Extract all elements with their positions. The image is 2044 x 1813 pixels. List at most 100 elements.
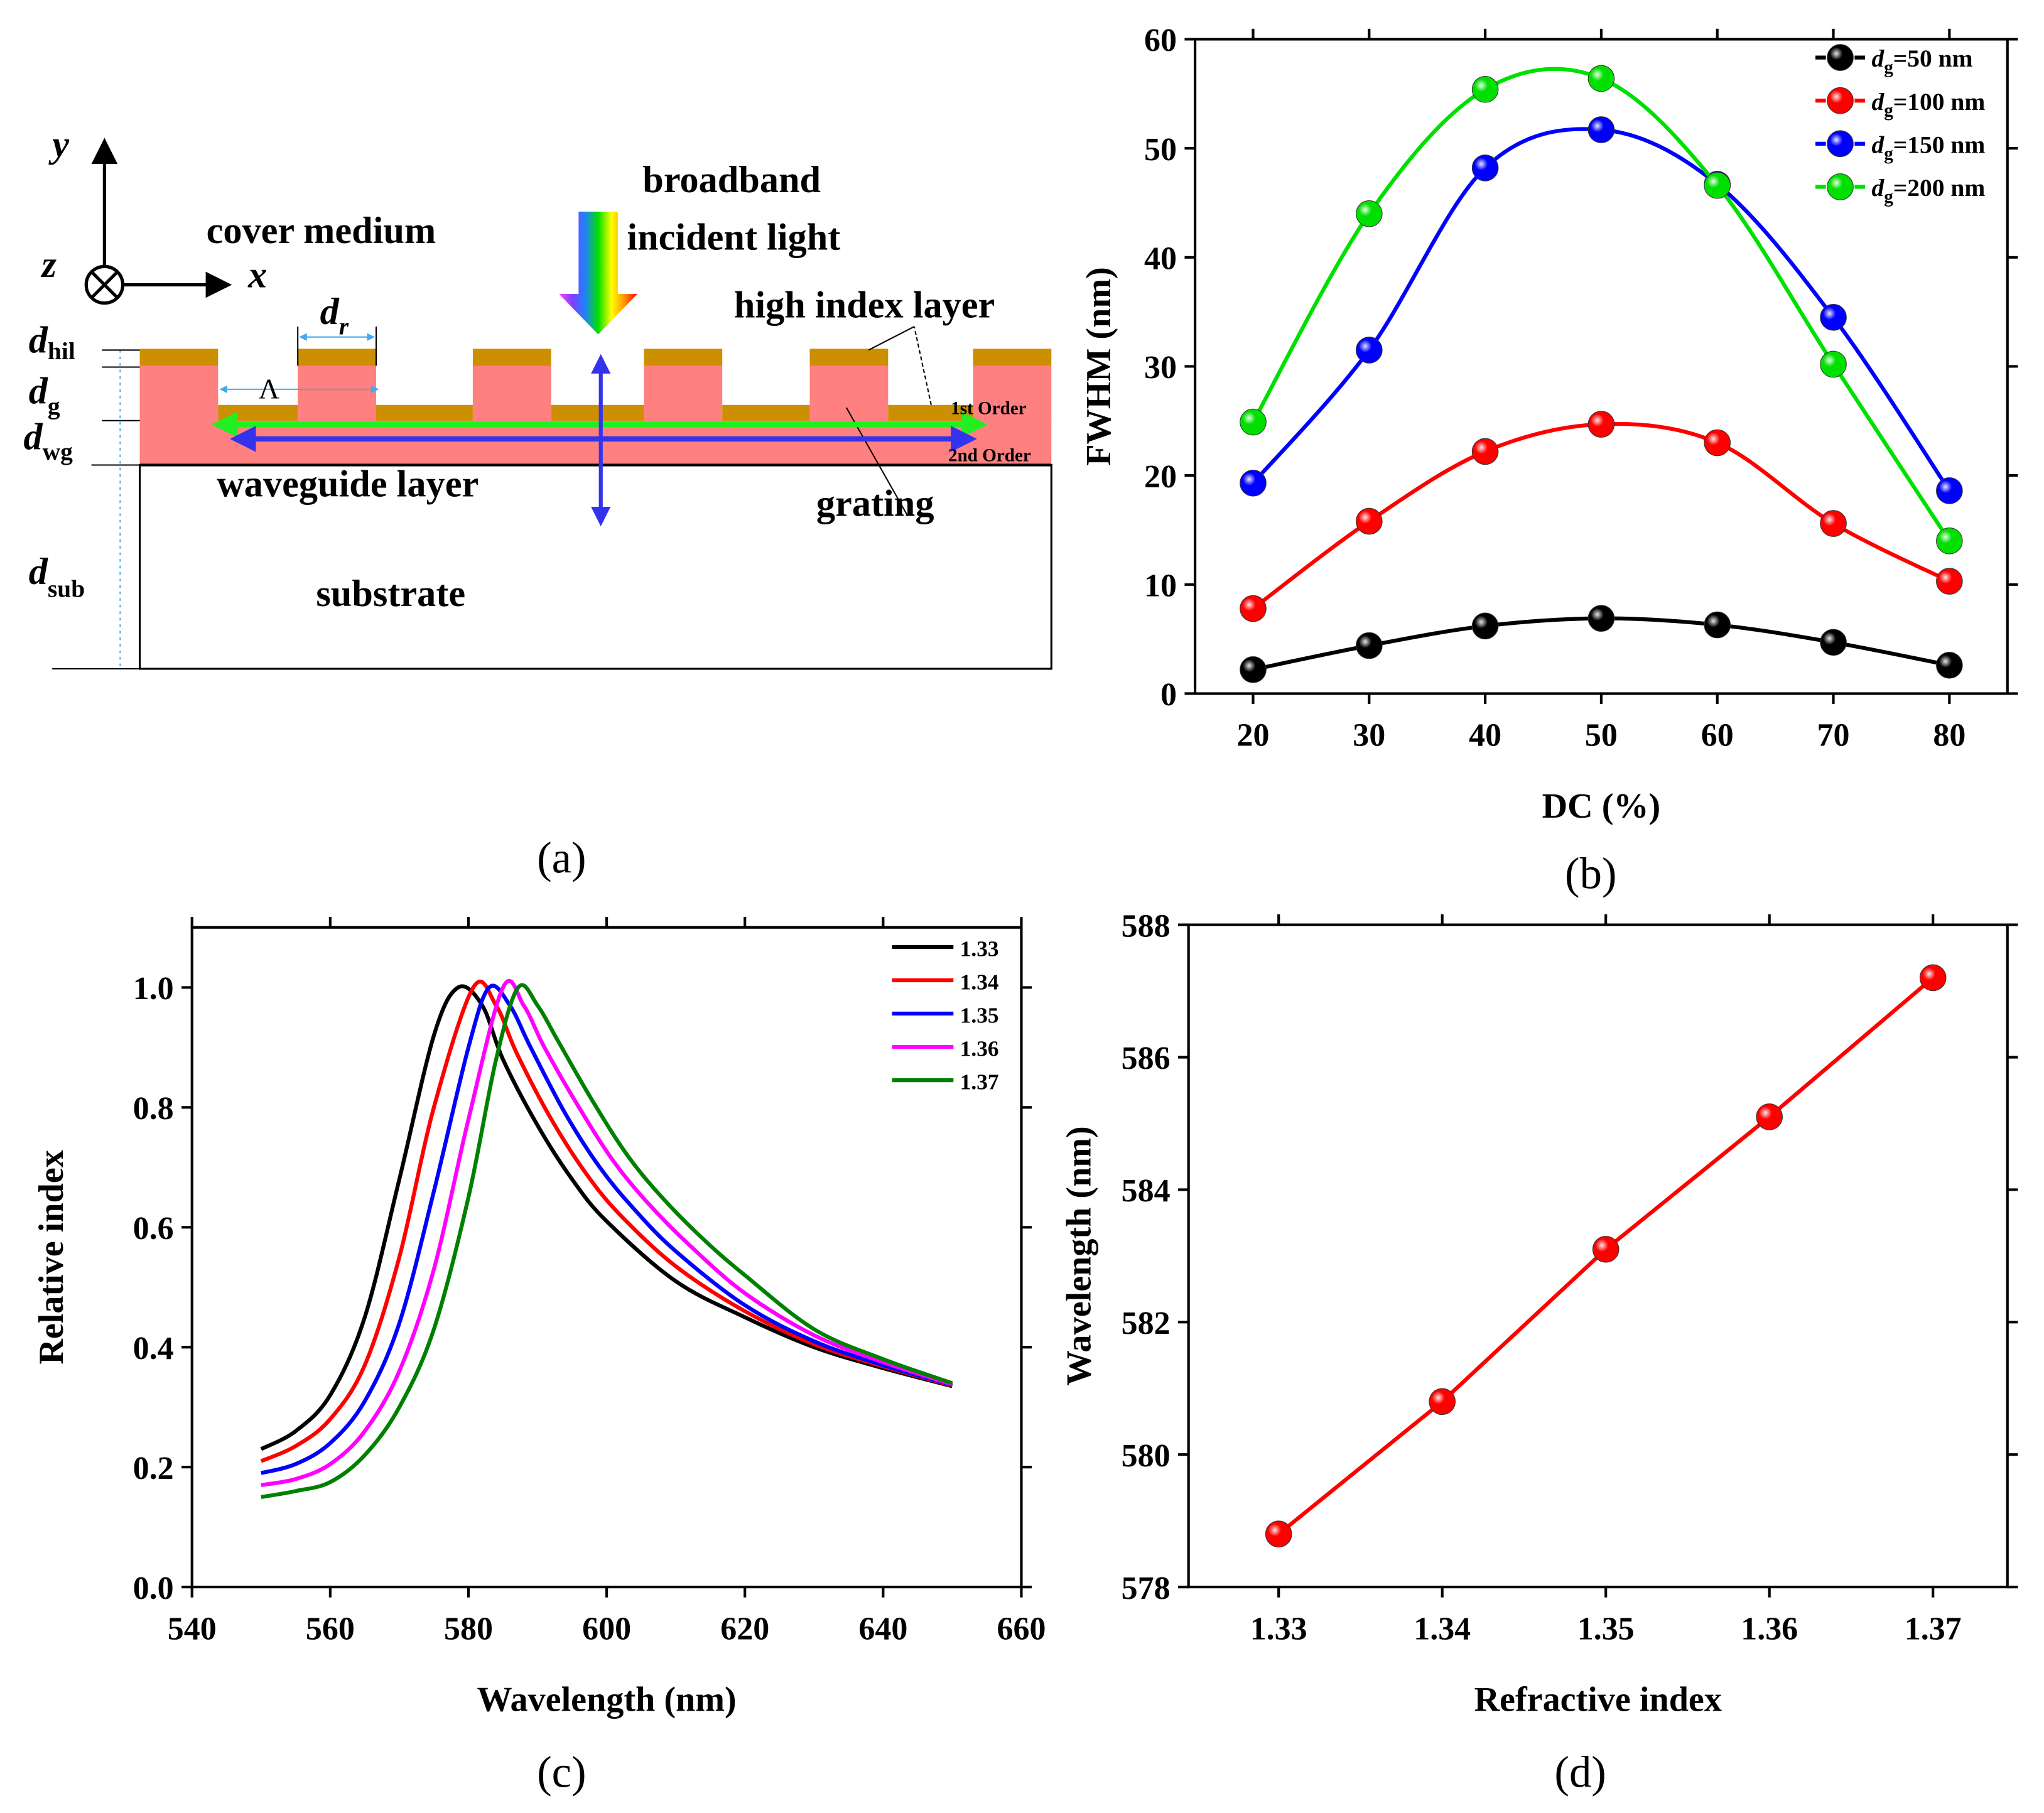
high-index-cap	[298, 349, 377, 366]
legend-label: dg=50 nm	[1871, 45, 1972, 77]
legend-label: 1.36	[960, 1036, 999, 1061]
data-point-highlight	[1827, 44, 1854, 71]
y-tick-label: 582	[1122, 1306, 1171, 1341]
second-order-label: 2nd Order	[948, 445, 1031, 465]
chart-spectra: 540 560 580 600 620 640 660 0.0 0.2 0.4 0.6 0.8 1.0 W…	[32, 917, 1046, 1719]
data-point-highlight	[1240, 470, 1267, 497]
axis-z-label: z	[41, 244, 57, 286]
x-tick-label: 1.36	[1741, 1611, 1798, 1647]
data-point-highlight	[1356, 508, 1383, 534]
data-point-highlight	[1936, 652, 1963, 679]
x-tick-label: 1.37	[1905, 1611, 1962, 1647]
data-point-highlight	[1240, 595, 1267, 622]
data-point-highlight	[1704, 430, 1731, 456]
x-tick-label: 640	[858, 1611, 907, 1647]
y-tick-label: 0.2	[133, 1451, 174, 1486]
y-tick-label: 10	[1144, 568, 1177, 604]
spectrum-line	[260, 984, 953, 1451]
data-point-highlight	[1472, 76, 1498, 103]
data-point-highlight	[1588, 411, 1614, 438]
grating-ridge	[644, 365, 723, 421]
y-tick-label: 586	[1122, 1041, 1171, 1076]
x-tick-label: 620	[720, 1611, 769, 1647]
high-index-cap	[472, 349, 551, 366]
y-tick-label: 578	[1122, 1571, 1171, 1606]
rainbow-arrow-icon	[559, 212, 637, 335]
data-point-highlight	[1592, 1236, 1620, 1263]
data-point-highlight	[1820, 351, 1847, 377]
x-tick-label: 60	[1701, 718, 1734, 754]
x-tick-label: 40	[1469, 718, 1501, 754]
dimension-markers	[52, 327, 379, 670]
data-point-highlight	[1472, 438, 1498, 465]
y-tick-label: 50	[1144, 132, 1177, 168]
d-wg-label: dwg	[23, 416, 73, 466]
data-point-highlight	[1265, 1520, 1292, 1547]
axis-x-label: x	[247, 254, 267, 296]
high-index-layer-label: high index layer	[734, 284, 995, 326]
panel-label-a: (a)	[537, 833, 586, 882]
grating-structure	[139, 349, 1052, 467]
y-tick-label: 30	[1144, 350, 1177, 386]
high-index-gap-layer	[722, 404, 810, 421]
y-tick-label: 60	[1144, 23, 1177, 58]
high-index-cap	[139, 349, 219, 366]
data-point-highlight	[1588, 605, 1614, 632]
d-sub-label: dsub	[29, 551, 85, 603]
data-point-highlight	[1820, 304, 1847, 331]
high-index-gap-layer	[551, 404, 644, 421]
panel-label-c: (c)	[537, 1748, 586, 1797]
legend-label: 1.34	[960, 970, 999, 995]
x-tick-label: 20	[1236, 718, 1269, 754]
high-index-cap	[809, 349, 889, 366]
y-tick-label: 584	[1122, 1173, 1171, 1209]
data-point-highlight	[1827, 131, 1854, 157]
x-tick-label: 580	[444, 1611, 493, 1647]
data-point-highlight	[1588, 116, 1614, 143]
period-label: Λ	[259, 372, 279, 404]
d-g-label: dg	[29, 371, 60, 420]
y-tick-label: 0.0	[133, 1571, 174, 1606]
panel-label-b: (b)	[1565, 849, 1616, 898]
y-tick-label: 580	[1122, 1438, 1171, 1474]
y-tick-label: 20	[1144, 459, 1177, 495]
waveguide-layer-label: waveguide layer	[217, 463, 479, 505]
x-tick-label: 1.33	[1250, 1611, 1307, 1647]
spectrum-line	[261, 979, 953, 1487]
x-tick-label: 80	[1933, 718, 1966, 754]
legend-label: dg=150 nm	[1871, 131, 1985, 163]
cover-medium-label: cover medium	[207, 210, 436, 252]
legend-label: 1.33	[960, 936, 999, 961]
chart-wavelength-vs-index: 1.33 1.34 1.35 1.36 1.37 578 580 582 584 586 588 Re…	[1060, 908, 2018, 1719]
data-point-highlight	[1827, 87, 1854, 114]
data-point-highlight	[1920, 965, 1947, 991]
data-point-highlight	[1588, 65, 1614, 92]
into-page-icon	[84, 264, 125, 305]
y-tick-label: 588	[1122, 908, 1171, 944]
d-r-label: dr	[320, 291, 349, 340]
grating-ridge	[139, 365, 219, 421]
high-index-cap	[644, 349, 723, 366]
chart-fwhm-vs-dc: 20 30 40 50 60 70 80 0 10 20 30 40 50 60 DC (%) FWHM (n…	[1079, 23, 2018, 826]
legend-label: dg=100 nm	[1871, 88, 1985, 121]
incident-light-label: incident light	[627, 216, 840, 258]
y-tick-label: 0.8	[133, 1091, 174, 1127]
grating-ridge	[472, 365, 551, 421]
legend-label: 1.35	[960, 1003, 999, 1028]
y-axis-title: Relative index	[32, 1150, 71, 1364]
data-point-highlight	[1429, 1388, 1456, 1415]
x-axis-title: Refractive index	[1474, 1680, 1722, 1719]
y-tick-label: 1.0	[133, 971, 174, 1007]
legend-label: dg=200 nm	[1871, 174, 1985, 207]
x-tick-label: 50	[1585, 718, 1618, 754]
panel-a-diagram: y z x cover medium broadband incident li…	[23, 124, 1052, 882]
x-tick-label: 660	[997, 1611, 1046, 1647]
x-tick-label: 30	[1353, 718, 1385, 754]
data-point-highlight	[1472, 613, 1498, 639]
data-point-highlight	[1356, 632, 1383, 659]
plot-frame	[1187, 923, 2009, 1589]
spectrum-line	[261, 983, 953, 1475]
data-point-highlight	[1704, 172, 1731, 198]
data-point-highlight	[1936, 568, 1963, 595]
